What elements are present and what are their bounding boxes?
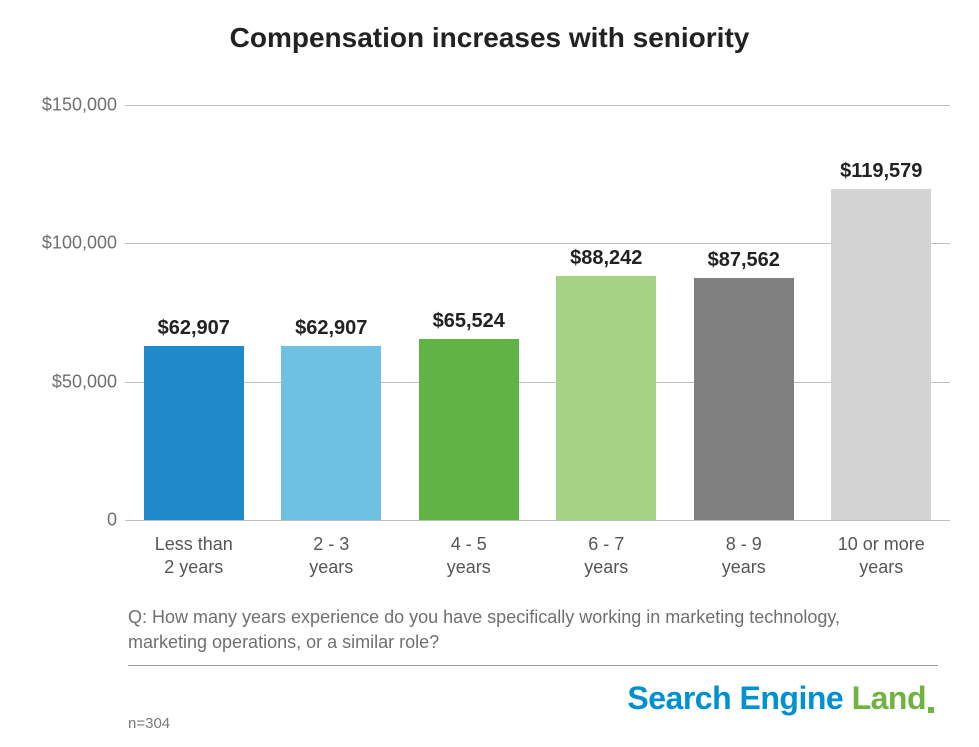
plot-area: $62,907 $62,907 $65,524 $88,242 $87,562 $119,… bbox=[125, 105, 950, 520]
sample-size-note: n=304 bbox=[128, 715, 170, 732]
x-axis-label: 6 - 7years bbox=[538, 533, 676, 580]
bar: $65,524 bbox=[419, 339, 519, 520]
brand-word-1: Search bbox=[627, 680, 731, 717]
bar-value-label: $88,242 bbox=[570, 247, 642, 270]
brand-dot-icon bbox=[928, 707, 934, 713]
y-tick-label: $150,000 bbox=[17, 95, 117, 116]
bar: $87,562 bbox=[694, 278, 794, 520]
bar-value-label: $119,579 bbox=[840, 160, 922, 183]
x-axis-label: 2 - 3years bbox=[263, 533, 401, 580]
survey-question: Q: How many years experience do you have… bbox=[128, 605, 923, 655]
x-axis-labels: Less than2 years2 - 3years4 - 5years6 - … bbox=[125, 533, 950, 580]
bar-slot: $62,907 bbox=[263, 105, 401, 520]
bar-slot: $119,579 bbox=[813, 105, 951, 520]
bar-slot: $65,524 bbox=[400, 105, 538, 520]
y-tick-label: 0 bbox=[17, 510, 117, 531]
bar: $88,242 bbox=[556, 276, 656, 520]
x-axis-label: 4 - 5years bbox=[400, 533, 538, 580]
bar-value-label: $65,524 bbox=[433, 310, 505, 333]
bar-value-label: $62,907 bbox=[158, 317, 230, 340]
brand-word-3: Land bbox=[852, 680, 926, 717]
gridline bbox=[125, 520, 950, 521]
x-axis-label: 10 or moreyears bbox=[813, 533, 951, 580]
brand-logo: Search Engine Land bbox=[627, 680, 934, 717]
bar: $119,579 bbox=[831, 189, 931, 520]
x-axis-label: Less than2 years bbox=[125, 533, 263, 580]
bar-slot: $88,242 bbox=[538, 105, 676, 520]
bar-value-label: $62,907 bbox=[295, 317, 367, 340]
bar-slot: $62,907 bbox=[125, 105, 263, 520]
chart-title: Compensation increases with seniority bbox=[0, 22, 979, 54]
bar: $62,907 bbox=[144, 346, 244, 520]
chart-canvas: Compensation increases with seniority 0 $… bbox=[0, 0, 979, 747]
divider-line bbox=[128, 665, 938, 666]
y-tick-label: $100,000 bbox=[17, 233, 117, 254]
bar-slot: $87,562 bbox=[675, 105, 813, 520]
bars-container: $62,907 $62,907 $65,524 $88,242 $87,562 $119,… bbox=[125, 105, 950, 520]
y-tick-label: $50,000 bbox=[17, 371, 117, 392]
bar-value-label: $87,562 bbox=[708, 249, 780, 272]
x-axis-label: 8 - 9years bbox=[675, 533, 813, 580]
bar: $62,907 bbox=[281, 346, 381, 520]
brand-word-2: Engine bbox=[740, 680, 844, 717]
